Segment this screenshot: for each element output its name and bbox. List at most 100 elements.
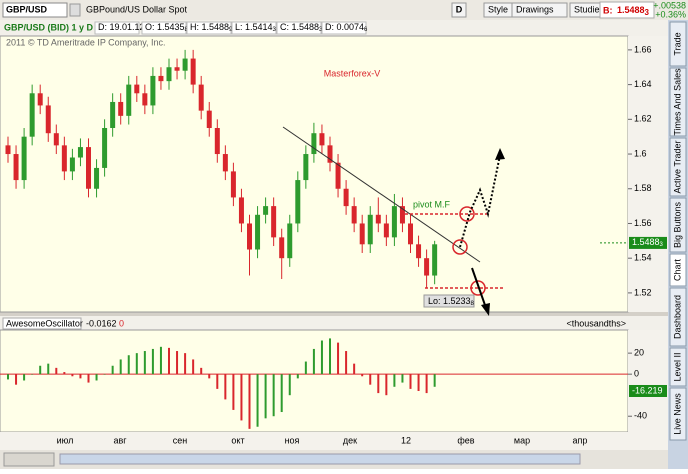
- scroll-thumb[interactable]: [59, 453, 581, 465]
- osc-value: -0.0162: [86, 318, 117, 328]
- side-tab[interactable]: [669, 387, 687, 441]
- x-tick-label: ноя: [285, 435, 300, 445]
- side-tab[interactable]: [669, 197, 687, 253]
- low-circle: [470, 280, 486, 296]
- osc-bar: [337, 342, 340, 375]
- info-value: O: 1.5435: [145, 22, 185, 32]
- info-field-box: [186, 21, 232, 35]
- info-field-box: [94, 21, 140, 35]
- info-value: L: 1.5414: [235, 22, 273, 32]
- info-fraction: 6: [364, 27, 368, 33]
- osc-bar: [55, 367, 58, 375]
- osc-bar: [119, 359, 122, 375]
- info-field: O: 1.54358: [145, 22, 189, 32]
- side-tab-label: Trade: [672, 32, 682, 55]
- candle-body: [5, 145, 11, 155]
- info-fraction: 3: [319, 27, 323, 33]
- candle-body: [86, 147, 91, 189]
- osc-bar: [240, 374, 243, 421]
- info-field-box: [231, 21, 277, 35]
- period: D: [456, 4, 463, 14]
- side-tab[interactable]: [669, 347, 687, 387]
- side-tab-label: Live News: [672, 393, 682, 435]
- side-tab[interactable]: [669, 21, 687, 67]
- bid-box: [599, 1, 655, 19]
- candle-body: [214, 128, 220, 155]
- candle-body: [134, 84, 140, 94]
- last-price-label: 1.54883: [632, 237, 664, 247]
- candle-body: [263, 206, 269, 215]
- toolbar-buttons: Style Drawings Studies: [483, 2, 615, 18]
- side-tab[interactable]: [669, 287, 687, 347]
- osc-name-box[interactable]: [2, 317, 82, 330]
- osc-bar: [329, 338, 331, 375]
- candle-body: [238, 197, 244, 224]
- candle-body: [102, 128, 108, 168]
- zoom-controls[interactable]: [3, 452, 55, 467]
- candle-body: [118, 101, 124, 116]
- info-fields: D: 19.01.12 O: 1.54358 H: 1.54889 L: 1.5414…: [94, 21, 368, 35]
- osc-bar: [304, 361, 307, 375]
- osc-bar: [272, 374, 275, 417]
- osc-bar: [393, 374, 396, 387]
- x-tick-label: 12: [401, 435, 411, 445]
- change: +.00538: [653, 0, 686, 10]
- bid-label: B:: [603, 5, 613, 15]
- instrument: GBP/USD (BID) 1 y D: [4, 22, 94, 32]
- trend-line: [282, 126, 481, 263]
- y-tick-label: 1.6: [634, 148, 647, 158]
- side-tab[interactable]: [669, 67, 687, 137]
- symbol-box[interactable]: [2, 2, 68, 18]
- osc-bar: [433, 374, 436, 387]
- chart-title: Masterforex-V: [324, 68, 381, 78]
- osc-bar: [264, 374, 267, 419]
- osc-bar: [184, 353, 187, 375]
- change-percent: +0.36%: [655, 9, 686, 19]
- osc-bar: [127, 355, 130, 375]
- last-price-fraction: 3: [660, 241, 664, 247]
- copyright: 2011 © TD Ameritrade IP Company, Inc.: [6, 37, 166, 47]
- side-tab-label: Big Buttons: [672, 201, 682, 248]
- candle-body: [77, 147, 83, 158]
- candle-body: [190, 58, 196, 85]
- osc-bar: [111, 365, 114, 375]
- toolbar-button-label: Studies: [574, 4, 605, 14]
- low-label-box: [423, 294, 475, 308]
- osc-bar: [216, 374, 219, 389]
- osc-bar: [417, 374, 420, 391]
- info-field: D: 19.01.12: [98, 22, 145, 32]
- osc-bar: [23, 374, 26, 381]
- candle-body: [432, 244, 438, 276]
- candle-body: [166, 67, 172, 82]
- candle-body: [351, 206, 357, 224]
- y-tick-label: 1.64: [634, 79, 652, 89]
- candle-body: [367, 214, 373, 245]
- x-tick-label: фев: [457, 435, 474, 445]
- toolbar-button-label: Drawings: [516, 4, 554, 14]
- candle-body: [343, 188, 349, 207]
- osc-bar: [288, 374, 291, 396]
- candle-body: [182, 58, 188, 71]
- candle-body: [37, 93, 43, 106]
- side-tab-label: Chart: [672, 259, 682, 282]
- side-tab[interactable]: [669, 253, 687, 287]
- candle-body: [61, 145, 67, 172]
- y-tick-label: 1.66: [634, 44, 652, 54]
- side-tab[interactable]: [669, 137, 687, 197]
- symbol-menu[interactable]: [69, 3, 81, 17]
- down-path: [471, 267, 487, 309]
- osc-bar: [361, 374, 364, 377]
- candle-body: [255, 214, 261, 250]
- candle-body: [174, 67, 180, 71]
- oscillator: 20 0 -40 -16.219: [0, 338, 667, 429]
- x-tick-label: апр: [573, 435, 588, 445]
- toolbar-button[interactable]: [511, 2, 568, 18]
- period-button[interactable]: [451, 2, 467, 18]
- candle-body: [327, 145, 333, 163]
- candle-body: [94, 167, 100, 189]
- side-tab-label: Active Trader: [672, 140, 682, 193]
- last-price: 1.5488: [632, 237, 660, 247]
- osc-bar: [369, 374, 372, 385]
- osc-last-box: [629, 384, 667, 397]
- osc-bar: [401, 374, 404, 383]
